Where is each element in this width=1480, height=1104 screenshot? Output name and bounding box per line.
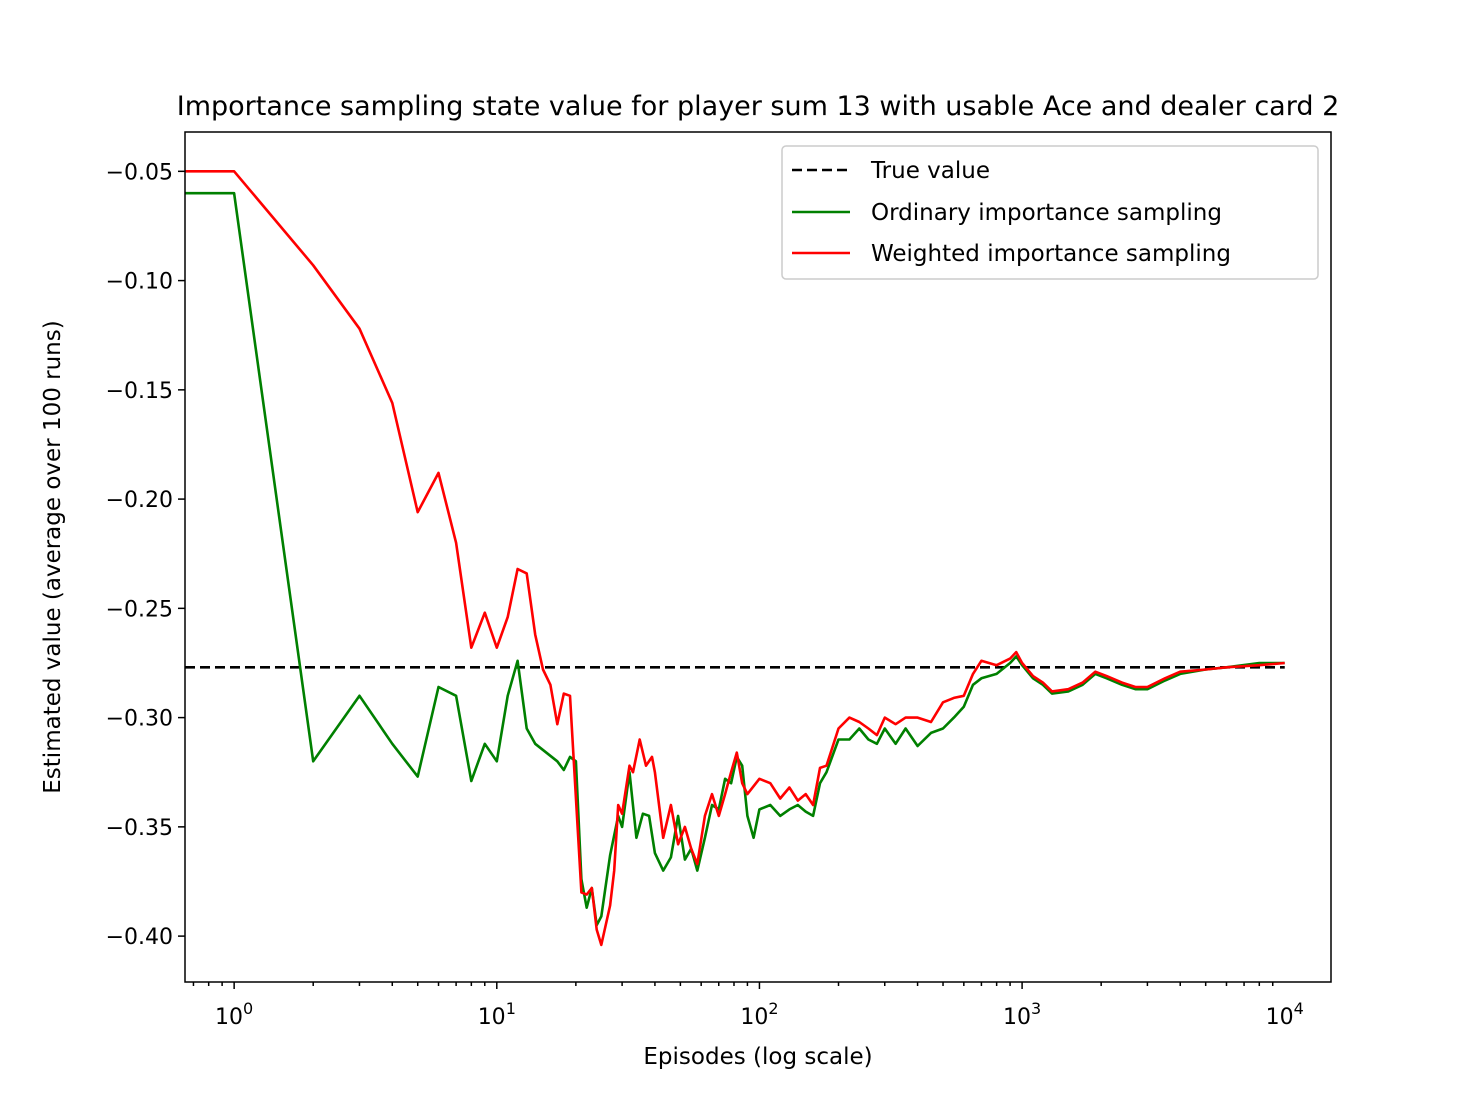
x-tick-exponent: 4 xyxy=(1294,999,1304,1018)
y-tick-label: −0.20 xyxy=(106,488,173,513)
x-tick-exponent: 1 xyxy=(506,999,516,1018)
x-axis: 100 101 102 103 104 xyxy=(192,982,1304,1030)
x-tick-exponent: 0 xyxy=(243,999,253,1018)
x-tick-base: 10 xyxy=(478,1005,506,1030)
x-tick-base: 10 xyxy=(1003,1005,1031,1030)
legend-frame xyxy=(781,145,1319,280)
x-tick-label: 100 xyxy=(215,999,253,1030)
x-tick-base: 10 xyxy=(1266,1005,1294,1030)
y-tick-label: −0.15 xyxy=(106,379,173,404)
x-tick-exponent: 3 xyxy=(1031,999,1041,1018)
x-tick-label: 102 xyxy=(740,999,778,1030)
y-tick-label: −0.05 xyxy=(106,160,173,185)
x-axis-label: Episodes (log scale) xyxy=(643,1044,872,1070)
legend-label-weighted: Weighted importance sampling xyxy=(871,241,1231,267)
y-axis-label: Estimated value (average over 100 runs) xyxy=(40,320,66,793)
plot-frame xyxy=(184,131,1332,983)
series-line-weighted xyxy=(185,170,1285,947)
y-tick-label: −0.25 xyxy=(106,597,173,622)
legend-label-true-value: True value xyxy=(870,158,990,184)
plot-marks xyxy=(185,170,1285,947)
x-tick-label: 101 xyxy=(478,999,516,1030)
x-tick-label: 104 xyxy=(1266,999,1304,1030)
legend: True value Ordinary importance sampling … xyxy=(781,145,1319,280)
x-tick-base: 10 xyxy=(215,1005,243,1030)
y-tick-label: −0.35 xyxy=(106,816,173,841)
y-tick-label: −0.40 xyxy=(106,925,173,950)
legend-label-ordinary: Ordinary importance sampling xyxy=(871,200,1222,226)
x-tick-label: 103 xyxy=(1003,999,1041,1030)
series-line-ordinary xyxy=(185,191,1285,927)
chart-title: Importance sampling state value for play… xyxy=(177,91,1340,122)
x-tick-base: 10 xyxy=(740,1005,768,1030)
y-tick-label: −0.30 xyxy=(106,707,173,732)
y-tick-label: −0.10 xyxy=(106,270,173,295)
x-tick-exponent: 2 xyxy=(768,999,778,1018)
y-axis: −0.05 −0.10 −0.15 −0.20 −0.25 −0.30 −0.35 −0.40 xyxy=(106,160,185,950)
